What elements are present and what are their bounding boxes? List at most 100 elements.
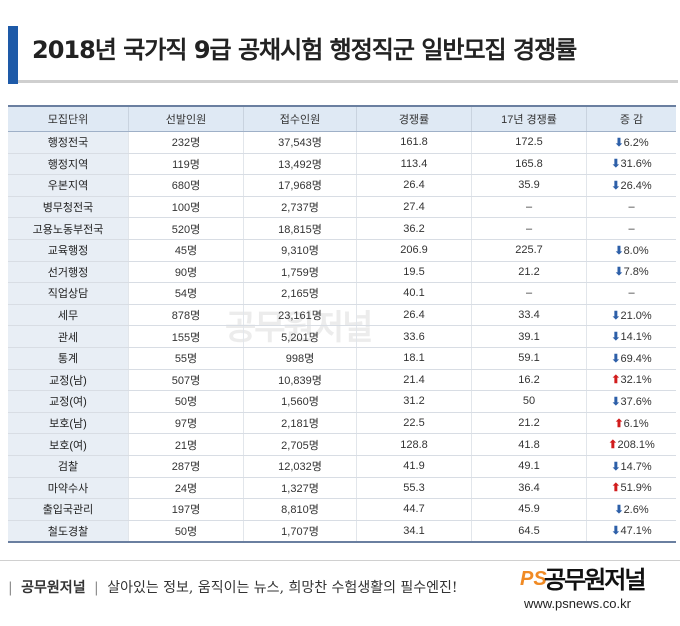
cell-rate: 113.4 — [356, 153, 472, 176]
cell-unit: 보호(여) — [8, 433, 129, 456]
footer-divider — [0, 560, 680, 561]
change-value: 6.1% — [623, 417, 649, 430]
cell-rate17: 39.1 — [471, 325, 587, 348]
cell-rate17: 49.1 — [471, 455, 587, 478]
cell-rate: 36.2 — [356, 217, 472, 240]
change-value: 208.1% — [617, 439, 655, 452]
table-row: 교정(여) 50명 1,560명 31.2 50 ⬇37.6% — [8, 390, 676, 413]
cell-rate: 26.4 — [356, 304, 472, 327]
header-unit: 모집단위 — [8, 105, 129, 132]
cell-rate: 31.2 — [356, 390, 472, 413]
cell-rate: 22.5 — [356, 412, 472, 435]
header-rate: 경쟁률 — [356, 105, 472, 132]
cell-applied: 2,165명 — [243, 282, 357, 305]
cell-applied: 1,707명 — [243, 520, 357, 544]
table-row: 행정지역 119명 13,492명 113.4 165.8 ⬇31.6% — [8, 153, 676, 176]
change-value: 21.0% — [620, 309, 652, 322]
cell-change: ⬇26.4% — [586, 174, 676, 197]
change-value: 6.2% — [623, 136, 649, 149]
cell-applied: 2,181명 — [243, 412, 357, 435]
cell-change: ⬆6.1% — [586, 412, 676, 435]
arrow-down-icon: ⬇ — [614, 244, 624, 257]
cell-applied: 8,810명 — [243, 498, 357, 521]
cell-unit: 교육행정 — [8, 239, 129, 262]
table-row: 보호(남) 97명 2,181명 22.5 21.2 ⬆6.1% — [8, 412, 676, 435]
cell-change: ⬇2.6% — [586, 498, 676, 521]
change-value: – — [628, 201, 635, 214]
cell-change: ⬇7.8% — [586, 261, 676, 284]
table-body: 행정전국 232명 37,543명 161.8 172.5 ⬇6.2% 행정지역 119명 13… — [8, 131, 676, 544]
cell-rate: 18.1 — [356, 347, 472, 370]
cell-applied: 5,201명 — [243, 325, 357, 348]
footer-brand: 공무원저널 — [21, 580, 86, 596]
cell-rate17: 33.4 — [471, 304, 587, 327]
cell-selected: 232명 — [128, 131, 244, 154]
cell-selected: 50명 — [128, 520, 244, 544]
table-row: 출입국관리 197명 8,810명 44.7 45.9 ⬇2.6% — [8, 498, 676, 521]
cell-change: – — [586, 282, 676, 305]
cell-rate17: 41.8 — [471, 433, 587, 456]
change-value: 32.1% — [620, 374, 652, 387]
cell-selected: 97명 — [128, 412, 244, 435]
arrow-down-icon: ⬇ — [611, 179, 621, 192]
cell-unit: 선거행정 — [8, 261, 129, 284]
cell-applied: 18,815명 — [243, 217, 357, 240]
cell-unit: 관세 — [8, 325, 129, 348]
cell-unit: 보호(남) — [8, 412, 129, 435]
table-row: 직업상담 54명 2,165명 40.1– – — [8, 282, 676, 305]
competition-table: 모집단위 선발인원 접수인원 경쟁률 17년 경쟁률 증 감 행정전국 232명 3… — [8, 105, 676, 544]
cell-change: – — [586, 196, 676, 219]
arrow-down-icon: ⬇ — [611, 331, 621, 344]
table-row: 마약수사 24명 1,327명 55.3 36.4 ⬆51.9% — [8, 477, 676, 500]
cell-rate17: – — [471, 282, 587, 305]
cell-applied: 1,327명 — [243, 477, 357, 500]
header-applied: 접수인원 — [243, 105, 357, 132]
cell-rate: 26.4 — [356, 174, 472, 197]
cell-change: ⬇37.6% — [586, 390, 676, 413]
cell-unit: 행정전국 — [8, 131, 129, 154]
title-accent-bar — [8, 26, 18, 84]
cell-change: ⬇14.7% — [586, 455, 676, 478]
cell-selected: 287명 — [128, 455, 244, 478]
cell-rate17: 16.2 — [471, 369, 587, 392]
arrow-down-icon: ⬇ — [611, 352, 621, 365]
arrow-down-icon: ⬇ — [611, 460, 621, 473]
cell-change: ⬇8.0% — [586, 239, 676, 262]
cell-unit: 우본지역 — [8, 174, 129, 197]
arrow-up-icon: ⬆ — [608, 439, 618, 452]
cell-applied: 12,032명 — [243, 455, 357, 478]
cell-applied: 13,492명 — [243, 153, 357, 176]
change-value: 2.6% — [623, 503, 649, 516]
cell-rate17: 59.1 — [471, 347, 587, 370]
cell-change: ⬇31.6% — [586, 153, 676, 176]
cell-rate17: 172.5 — [471, 131, 587, 154]
cell-selected: 119명 — [128, 153, 244, 176]
cell-applied: 1,560명 — [243, 390, 357, 413]
cell-rate17: – — [471, 196, 587, 219]
cell-rate17: 50 — [471, 390, 587, 413]
cell-unit: 병무청전국 — [8, 196, 129, 219]
cell-rate17: 64.5 — [471, 520, 587, 544]
cell-rate17: – — [471, 217, 587, 240]
cell-applied: 23,161명 — [243, 304, 357, 327]
cell-change: ⬇47.1% — [586, 520, 676, 544]
table-row: 우본지역 680명 17,968명 26.4 35.9 ⬇26.4% — [8, 174, 676, 197]
change-value: 47.1% — [620, 525, 652, 538]
cell-selected: 54명 — [128, 282, 244, 305]
cell-applied: 17,968명 — [243, 174, 357, 197]
cell-rate17: 45.9 — [471, 498, 587, 521]
table-row: 통계 55명 998명 18.1 59.1 ⬇69.4% — [8, 347, 676, 370]
change-value: 69.4% — [620, 352, 652, 365]
table-header-row: 모집단위 선발인원 접수인원 경쟁률 17년 경쟁률 증 감 — [8, 105, 676, 132]
change-value: – — [628, 287, 635, 300]
table-row: 철도경찰 50명 1,707명 34.1 64.5 ⬇47.1% — [8, 520, 676, 544]
cell-change: ⬆32.1% — [586, 369, 676, 392]
cell-applied: 1,759명 — [243, 261, 357, 284]
cell-rate: 44.7 — [356, 498, 472, 521]
cell-rate: 19.5 — [356, 261, 472, 284]
table-row: 세무 878명 23,161명 26.4 33.4 ⬇21.0% — [8, 304, 676, 327]
logo-name: 공무원저널 — [544, 566, 646, 594]
cell-applied: 998명 — [243, 347, 357, 370]
change-value: 14.1% — [620, 331, 652, 344]
cell-selected: 55명 — [128, 347, 244, 370]
